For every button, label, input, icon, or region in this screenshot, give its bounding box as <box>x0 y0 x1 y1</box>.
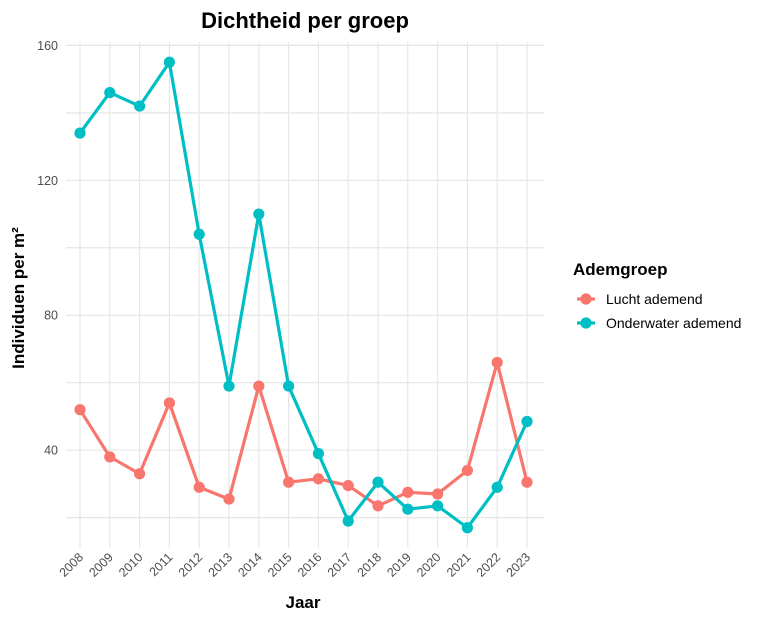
data-point <box>461 464 473 477</box>
data-point <box>223 380 235 392</box>
x-tick-label: 2023 <box>504 550 534 580</box>
y-tick-label: 120 <box>37 174 58 188</box>
legend-title: Ademgroep <box>573 260 667 279</box>
x-axis-title: Jaar <box>286 593 321 612</box>
data-point <box>283 380 295 392</box>
data-point <box>163 397 175 409</box>
data-point <box>193 481 205 493</box>
data-point <box>134 468 146 480</box>
data-point <box>74 404 86 416</box>
data-point <box>461 522 473 534</box>
data-point <box>491 481 503 493</box>
data-point <box>491 356 503 369</box>
x-tick-label: 2015 <box>265 550 295 580</box>
y-axis-ticks: 40 80 120 160 <box>37 39 58 458</box>
data-point <box>432 500 444 512</box>
data-point <box>104 451 116 463</box>
data-point <box>134 100 146 112</box>
legend-label: Onderwater ademend <box>606 315 741 331</box>
x-tick-label: 2008 <box>57 550 87 580</box>
x-tick-label: 2021 <box>444 550 474 580</box>
y-axis-title: Individuen per m² <box>9 227 28 369</box>
x-tick-label: 2017 <box>325 550 355 580</box>
series-line <box>78 360 529 508</box>
legend-item: Onderwater ademend <box>577 315 741 331</box>
x-tick-label: 2016 <box>295 550 325 580</box>
x-tick-label: 2014 <box>235 550 265 580</box>
legend-item: Lucht ademend <box>577 291 703 307</box>
data-point <box>432 488 444 500</box>
x-tick-label: 2022 <box>474 550 504 580</box>
data-point <box>193 228 205 240</box>
data-point <box>74 127 86 139</box>
x-tick-label: 2019 <box>384 550 414 580</box>
x-tick-label: 2010 <box>116 550 146 580</box>
data-point <box>283 476 295 488</box>
data-point <box>402 503 414 515</box>
data-point <box>223 493 235 505</box>
data-point <box>163 56 175 68</box>
x-axis-ticks: 2008 2009 2010 2011 2012 2013 2014 2015 2016 2017… <box>57 550 534 580</box>
series-lucht-ademend <box>74 356 533 512</box>
x-tick-label: 2020 <box>414 550 444 580</box>
series <box>74 56 533 534</box>
x-tick-label: 2009 <box>86 550 116 580</box>
legend-key-point <box>580 293 592 305</box>
data-point <box>402 486 414 498</box>
series-onderwater-ademend <box>74 56 533 534</box>
y-tick-label: 80 <box>44 309 58 323</box>
data-point <box>521 476 533 488</box>
x-tick-label: 2013 <box>206 550 236 580</box>
legend-key-point <box>580 317 592 329</box>
data-point <box>342 479 354 492</box>
grid <box>66 42 544 548</box>
data-point <box>253 208 265 220</box>
legend: Ademgroep Lucht ademend Onderwater ademen… <box>573 260 741 331</box>
series-line <box>78 60 529 530</box>
data-point <box>521 415 533 428</box>
y-tick-label: 160 <box>37 39 58 53</box>
x-tick-label: 2012 <box>176 550 206 580</box>
data-point <box>372 500 384 512</box>
x-tick-label: 2011 <box>147 550 176 579</box>
data-point <box>372 476 384 488</box>
y-tick-label: 40 <box>44 444 58 458</box>
data-point <box>312 473 324 485</box>
legend-label: Lucht ademend <box>606 291 703 307</box>
data-point <box>312 447 324 460</box>
data-point <box>104 87 116 99</box>
data-point <box>253 380 265 392</box>
chart-title: Dichtheid per groep <box>201 8 409 33</box>
x-tick-label: 2018 <box>355 550 385 580</box>
data-point <box>342 515 354 527</box>
